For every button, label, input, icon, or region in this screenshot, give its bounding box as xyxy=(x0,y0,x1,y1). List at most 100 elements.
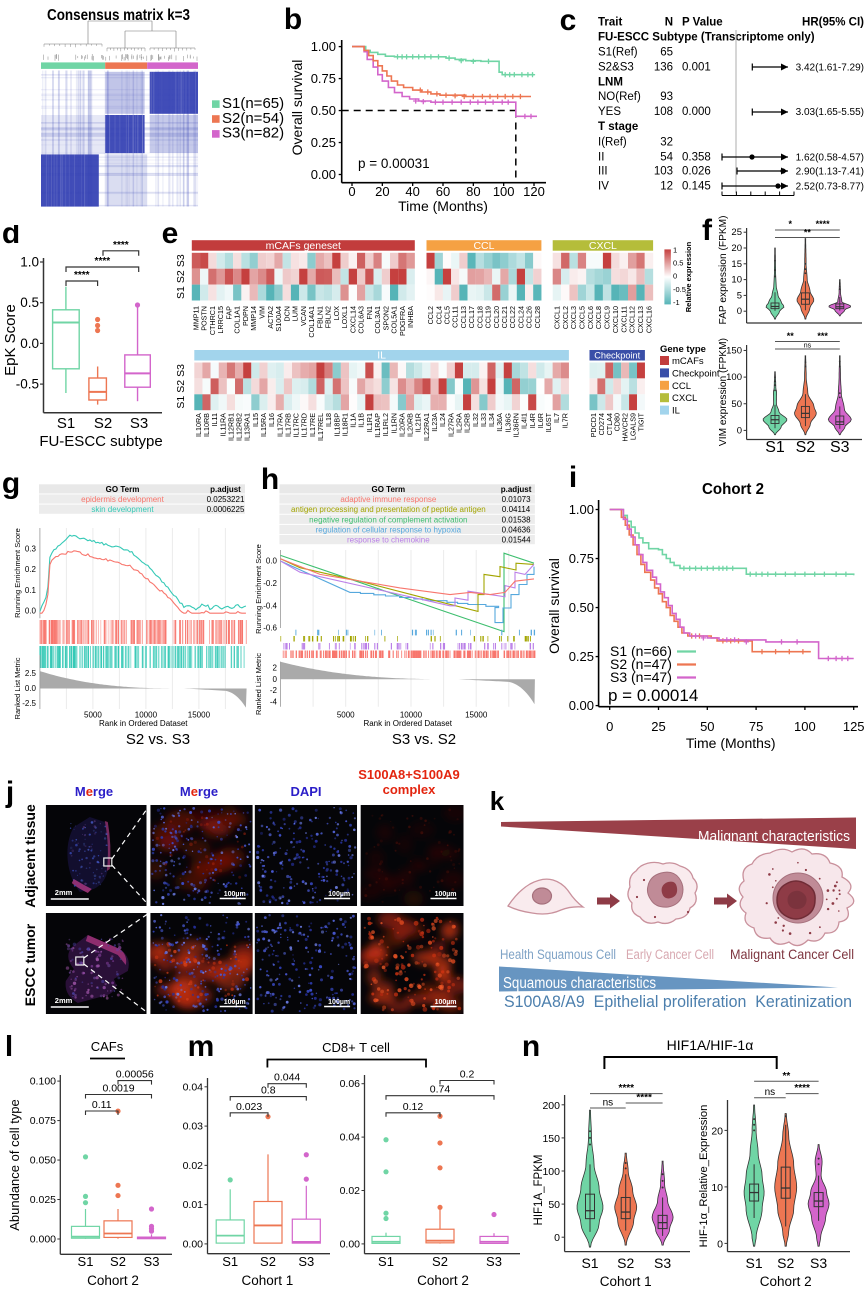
svg-text:LUM: LUM xyxy=(291,306,300,321)
svg-text:15000: 15000 xyxy=(188,711,211,720)
svg-text:COL5A1: COL5A1 xyxy=(390,306,399,334)
svg-text:IL36G: IL36G xyxy=(503,413,512,433)
svg-text:-0.6: -0.6 xyxy=(263,624,277,633)
svg-text:50: 50 xyxy=(731,399,742,410)
svg-text:ns: ns xyxy=(804,343,812,350)
svg-text:65: 65 xyxy=(660,47,673,59)
svg-text:0: 0 xyxy=(348,184,355,199)
svg-text:0.00: 0.00 xyxy=(340,1238,361,1250)
svg-text:**: ** xyxy=(782,1071,790,1082)
svg-text:S1(Ref): S1(Ref) xyxy=(598,47,638,59)
svg-text:S3: S3 xyxy=(175,254,187,267)
svg-text:Running Enrichment Score: Running Enrichment Score xyxy=(255,544,263,634)
svg-text:2mm: 2mm xyxy=(55,996,73,1005)
svg-text:S3: S3 xyxy=(144,1254,160,1269)
svg-text:0.02: 0.02 xyxy=(340,1185,361,1197)
svg-text:CAFs: CAFs xyxy=(91,1039,124,1054)
svg-text:IL17RB: IL17RB xyxy=(283,413,292,437)
svg-text:0.25: 0.25 xyxy=(311,135,336,150)
svg-text:S2: S2 xyxy=(777,1255,794,1271)
svg-text:mCAFs geneset: mCAFs geneset xyxy=(266,240,341,252)
svg-text:2.5: 2.5 xyxy=(25,669,37,678)
svg-text:IL: IL xyxy=(377,350,386,362)
svg-text:-0.5: -0.5 xyxy=(673,285,686,294)
svg-text:Cohort 2: Cohort 2 xyxy=(87,1273,139,1288)
svg-text:IL36RN: IL36RN xyxy=(511,413,520,437)
svg-text:0.04114: 0.04114 xyxy=(502,505,531,514)
svg-text:Running Enrichment Score: Running Enrichment Score xyxy=(13,528,22,618)
svg-text:0.044: 0.044 xyxy=(274,1072,300,1084)
svg-text:ns: ns xyxy=(603,1098,614,1109)
svg-text:CXCL16: CXCL16 xyxy=(644,306,653,333)
svg-text:Cohort 2: Cohort 2 xyxy=(760,1274,812,1289)
svg-text:50: 50 xyxy=(548,1199,560,1211)
svg-text:2.52(0.73-8.77): 2.52(0.73-8.77) xyxy=(796,182,864,193)
svg-text:IL1A: IL1A xyxy=(349,413,358,428)
svg-text:ACTA2: ACTA2 xyxy=(266,306,275,329)
svg-text:1.0: 1.0 xyxy=(20,255,39,270)
svg-text:0.2: 0.2 xyxy=(460,1069,475,1081)
svg-text:CXCL13: CXCL13 xyxy=(636,306,645,333)
svg-text:0.0: 0.0 xyxy=(266,557,278,566)
svg-text:CXCL14: CXCL14 xyxy=(348,306,357,333)
svg-text:p.adjust: p.adjust xyxy=(210,485,241,494)
svg-text:150: 150 xyxy=(726,345,742,356)
svg-text:S100A4: S100A4 xyxy=(274,306,283,332)
svg-text:POSTN: POSTN xyxy=(200,306,209,331)
svg-text:S3: S3 xyxy=(130,415,148,432)
svg-text:I(Ref): I(Ref) xyxy=(598,137,627,149)
svg-text:N: N xyxy=(665,17,673,29)
svg-text:FAP expression (FPKM): FAP expression (FPKM) xyxy=(718,215,729,324)
svg-text:S1: S1 xyxy=(378,1254,394,1269)
svg-text:-2: -2 xyxy=(270,686,278,695)
svg-text:10: 10 xyxy=(711,1182,723,1194)
svg-text:0.1: 0.1 xyxy=(25,586,37,595)
svg-text:12: 12 xyxy=(660,181,673,193)
svg-text:10000: 10000 xyxy=(135,711,158,720)
svg-text:S100A8/A9 Epithelial prolifer: S100A8/A9 Epithelial proliferation Kerat… xyxy=(504,992,852,1011)
svg-text:S2: S2 xyxy=(796,439,816,456)
svg-text:15: 15 xyxy=(731,259,742,270)
svg-text:Rank in Ordered Dataset: Rank in Ordered Dataset xyxy=(363,719,452,728)
svg-text:S1: S1 xyxy=(746,1255,763,1271)
svg-text:CXCL9: CXCL9 xyxy=(603,306,612,329)
svg-text:IL16: IL16 xyxy=(267,413,276,427)
svg-text:IL17RC: IL17RC xyxy=(292,413,301,437)
svg-text:20: 20 xyxy=(731,243,742,254)
svg-text:IL11: IL11 xyxy=(210,413,219,426)
svg-text:S1: S1 xyxy=(175,286,187,299)
svg-text:1.00: 1.00 xyxy=(569,502,594,517)
svg-text:****: **** xyxy=(619,1083,635,1094)
svg-text:IL1B: IL1B xyxy=(357,413,366,428)
svg-text:0.5: 0.5 xyxy=(20,295,39,310)
svg-text:136: 136 xyxy=(654,62,673,74)
svg-text:LNM: LNM xyxy=(598,77,623,89)
svg-text:CCL17: CCL17 xyxy=(467,306,476,328)
svg-text:CXCL10: CXCL10 xyxy=(611,306,620,333)
svg-text:CCL24: CCL24 xyxy=(516,306,525,328)
svg-text:100: 100 xyxy=(726,372,742,383)
svg-text:0.000: 0.000 xyxy=(30,1234,56,1246)
svg-text:***: *** xyxy=(817,331,828,341)
svg-text:COL3A1: COL3A1 xyxy=(373,306,382,334)
svg-text:S2: S2 xyxy=(110,1254,126,1269)
svg-text:e: e xyxy=(162,217,179,250)
svg-text:0.0: 0.0 xyxy=(25,607,37,616)
svg-text:Overall survival: Overall survival xyxy=(289,60,305,156)
svg-text:Overall survival: Overall survival xyxy=(546,558,562,654)
svg-text:5: 5 xyxy=(737,290,742,301)
svg-text:0.25: 0.25 xyxy=(569,649,594,664)
svg-text:5000: 5000 xyxy=(84,711,102,720)
svg-text:0.75: 0.75 xyxy=(569,551,594,566)
svg-text:IL18R1: IL18R1 xyxy=(340,413,349,436)
svg-text:IL17RD: IL17RD xyxy=(300,413,309,437)
svg-text:Cohort 1: Cohort 1 xyxy=(600,1274,652,1289)
svg-text:S1: S1 xyxy=(57,415,75,432)
svg-text:LGALS9: LGALS9 xyxy=(629,413,638,440)
svg-text:100µm: 100µm xyxy=(224,891,246,898)
svg-text:S2 vs. S3: S2 vs. S3 xyxy=(126,731,190,748)
svg-text:IL22RA1: IL22RA1 xyxy=(422,413,431,441)
svg-text:-0.4: -0.4 xyxy=(263,601,277,610)
svg-text:0.04: 0.04 xyxy=(340,1132,361,1144)
svg-text:IL17REL: IL17REL xyxy=(316,413,325,441)
